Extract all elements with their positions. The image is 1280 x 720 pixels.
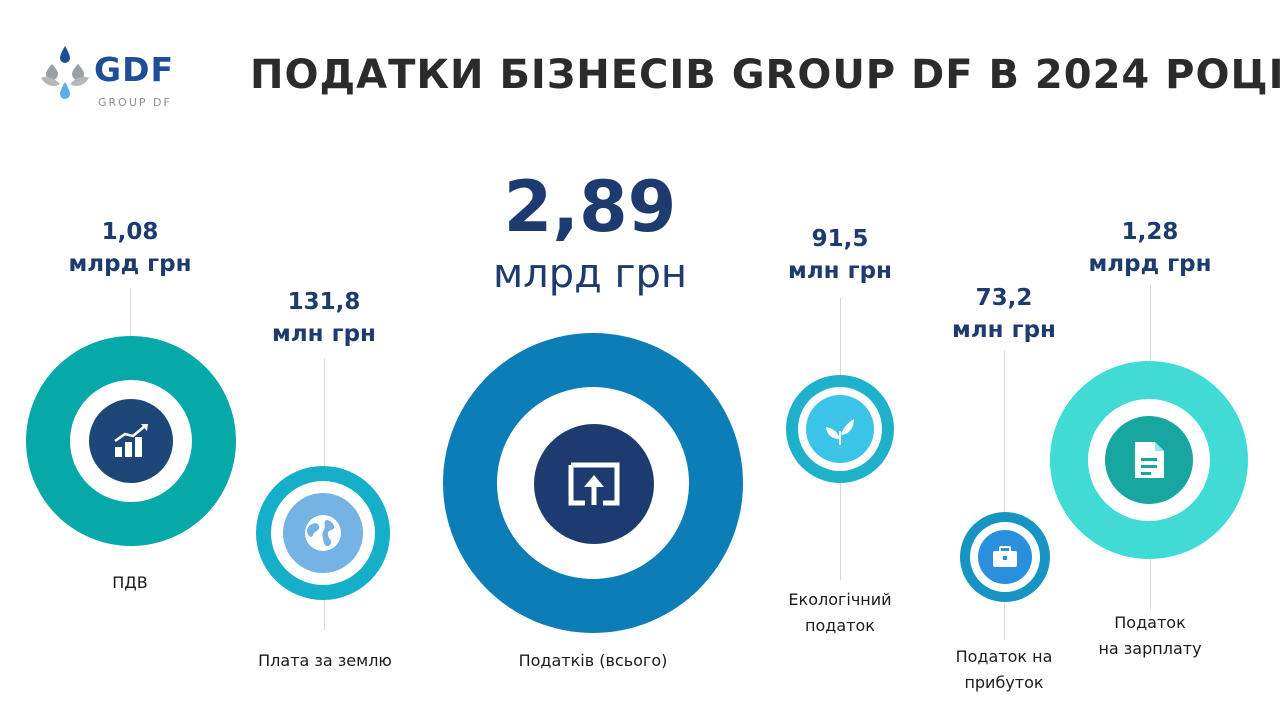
briefcase-icon bbox=[993, 546, 1017, 567]
total-value: 2,89 млрд грн bbox=[440, 166, 740, 300]
profit-value: 73,2 млн грн bbox=[914, 282, 1094, 346]
logo-subtitle: GROUP DF bbox=[98, 96, 172, 109]
land-amount: 131,8 bbox=[287, 289, 361, 315]
land-value: 131,8 млн грн bbox=[234, 286, 414, 350]
total-core bbox=[534, 424, 654, 544]
eco-amount: 91,5 bbox=[811, 226, 869, 252]
profit-amount: 73,2 bbox=[975, 285, 1033, 311]
document-icon bbox=[1135, 442, 1164, 478]
profit-unit: млн грн bbox=[952, 317, 1056, 343]
vat-label: ПДВ bbox=[112, 573, 148, 592]
eco-label-line2: податок bbox=[805, 616, 875, 635]
salary-value: 1,28 млрд грн bbox=[1060, 216, 1240, 280]
profit-label: Податок на прибуток bbox=[924, 644, 1084, 696]
globe-icon bbox=[305, 515, 341, 551]
drops-logo-icon bbox=[41, 46, 89, 99]
salary-unit: млрд грн bbox=[1088, 251, 1212, 277]
salary-label: Податок на зарплату bbox=[1070, 610, 1230, 662]
total-unit: млрд грн bbox=[492, 251, 688, 297]
eco-value: 91,5 млн грн bbox=[750, 223, 930, 287]
page-title: ПОДАТКИ БІЗНЕСІВ GROUP DF В 2024 РОЦІ bbox=[250, 52, 1280, 98]
eco-core bbox=[806, 395, 874, 463]
land-unit: млн грн bbox=[272, 321, 376, 347]
company-logo bbox=[38, 44, 198, 116]
salary-amount: 1,28 bbox=[1121, 219, 1179, 245]
salary-core bbox=[1105, 416, 1193, 504]
eco-unit: млн грн bbox=[788, 258, 892, 284]
salary-label-line1: Податок bbox=[1114, 613, 1186, 632]
eco-label-line1: Екологічний bbox=[788, 590, 892, 609]
eco-label: Екологічний податок bbox=[760, 587, 920, 639]
connector-line-profit bbox=[1004, 350, 1005, 640]
total-label: Податків (всього) bbox=[518, 651, 668, 670]
profit-label-line2: прибуток bbox=[964, 673, 1044, 692]
vat-unit: млрд грн bbox=[68, 251, 192, 277]
upload-screen-icon bbox=[568, 462, 620, 506]
vat-core bbox=[89, 399, 173, 483]
connector-line-vat bbox=[130, 288, 131, 346]
vat-amount: 1,08 bbox=[101, 219, 159, 245]
profit-label-line1: Податок на bbox=[955, 647, 1053, 666]
logo-name: GDF bbox=[94, 50, 175, 89]
salary-label-line2: на зарплату bbox=[1098, 639, 1202, 658]
leaf-icon bbox=[826, 419, 854, 445]
growth-chart-icon bbox=[114, 424, 148, 457]
total-amount: 2,89 bbox=[503, 166, 677, 248]
vat-value: 1,08 млрд грн bbox=[40, 216, 220, 280]
land-label: Плата за землю bbox=[258, 651, 392, 670]
profit-core bbox=[978, 530, 1032, 584]
land-core bbox=[283, 493, 363, 573]
